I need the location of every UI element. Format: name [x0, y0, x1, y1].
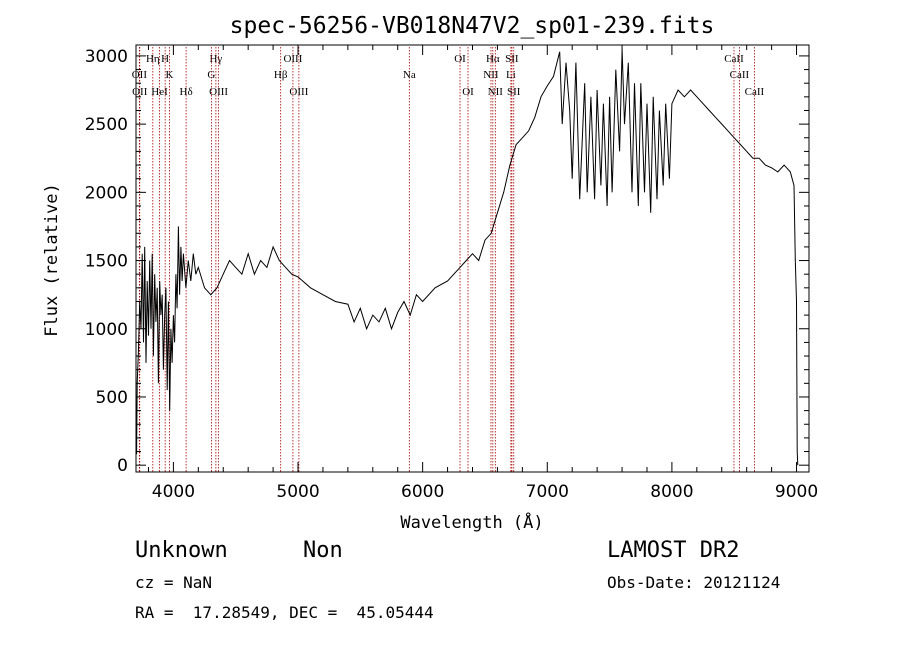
- line-marker-label: Na: [403, 69, 416, 81]
- line-marker-label: Hδ: [180, 86, 193, 98]
- y-tick-label: 1500: [85, 252, 128, 272]
- emission-line-markers: OIIOIIHηHeIHKHδHγGOIIIHβOIIIOIIINaOIOIHα…: [132, 47, 765, 472]
- x-tick-label: 7000: [526, 482, 569, 502]
- line-marker-label: NII: [483, 69, 499, 81]
- line-marker-label: G: [207, 69, 215, 81]
- line-marker-label: CaII: [745, 86, 765, 98]
- line-marker-label: OIII: [289, 86, 308, 98]
- line-marker-label: HeI: [151, 86, 168, 98]
- line-marker-label: OI: [454, 53, 466, 65]
- y-tick-label: 2500: [85, 115, 128, 135]
- class-label: Unknown: [135, 538, 228, 563]
- line-marker-label: Hγ: [209, 53, 222, 65]
- y-tick-label: 1000: [85, 320, 128, 340]
- line-marker-label: OI: [462, 86, 474, 98]
- x-tick-label: 6000: [401, 482, 444, 502]
- survey-label: LAMOST DR2: [607, 538, 740, 563]
- line-marker-label: Li: [506, 69, 516, 81]
- line-marker-label: Hη: [146, 53, 160, 65]
- obs-date-label: Obs-Date: 20121124: [607, 573, 781, 592]
- y-axis-title: Flux (relative): [42, 183, 62, 337]
- spectrum-line: [135, 49, 799, 466]
- line-marker-label: CaII: [730, 69, 750, 81]
- subclass-label: Non: [303, 538, 343, 563]
- x-tick-label: 8000: [650, 482, 693, 502]
- axis-ticks: 4000 5000 6000 7000 8000 9000 0 500 1000 1500 2000…: [85, 45, 818, 502]
- x-tick-label: 9000: [775, 482, 818, 502]
- line-marker-label: NII: [488, 86, 504, 98]
- line-marker-label: OII: [132, 86, 148, 98]
- x-tick-label: 5000: [276, 482, 319, 502]
- coordinates-label: RA = 17.28549, DEC = 45.05444: [135, 603, 434, 622]
- line-marker-label: Hβ: [274, 69, 288, 81]
- line-marker-label: SII: [507, 86, 521, 98]
- chart-title: spec-56256-VB018N47V2_sp01-239.fits: [230, 13, 715, 39]
- x-axis-title: Wavelength (Å): [400, 511, 543, 533]
- y-tick-label: 0: [117, 456, 128, 476]
- line-marker-label: SII: [505, 53, 519, 65]
- redshift-label: cz = NaN: [135, 573, 213, 592]
- y-tick-label: 2000: [85, 183, 128, 203]
- line-marker-label: OIII: [283, 53, 302, 65]
- y-tick-label: 3000: [85, 47, 128, 67]
- line-marker-label: Hα: [486, 53, 500, 65]
- line-marker-label: OIII: [209, 86, 228, 98]
- line-marker-label: K: [166, 69, 174, 81]
- line-marker-label: CaII: [724, 53, 744, 65]
- line-marker-label: H: [161, 53, 169, 65]
- x-tick-label: 4000: [152, 482, 195, 502]
- y-tick-label: 500: [96, 388, 128, 408]
